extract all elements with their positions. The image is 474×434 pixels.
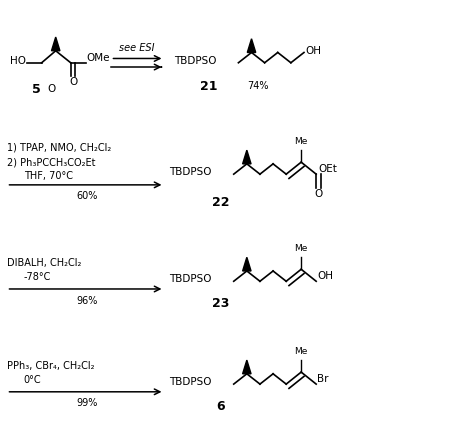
Text: TBDPSO: TBDPSO [169,274,211,284]
Text: OEt: OEt [319,164,337,174]
Text: O: O [69,77,77,87]
Text: 23: 23 [212,297,229,310]
Text: HO: HO [10,56,26,66]
Text: Br: Br [317,374,328,384]
Text: PPh₃, CBr₄, CH₂Cl₂: PPh₃, CBr₄, CH₂Cl₂ [7,361,94,371]
Polygon shape [52,37,60,51]
Text: OH: OH [305,46,321,56]
Text: see ESI: see ESI [119,43,155,53]
Text: 21: 21 [200,80,218,93]
Text: O: O [47,84,55,94]
Text: Me: Me [294,347,308,356]
Text: O: O [314,189,323,199]
Text: TBDPSO: TBDPSO [174,56,216,66]
Text: TBDPSO: TBDPSO [169,377,211,387]
Polygon shape [243,360,251,374]
Text: 96%: 96% [76,296,98,306]
Text: OMe: OMe [86,53,109,62]
Text: THF, 70°C: THF, 70°C [24,171,73,181]
Text: -78°C: -78°C [24,272,51,282]
Text: 22: 22 [212,195,229,208]
Text: 60%: 60% [76,191,98,201]
Text: OH: OH [317,271,333,281]
Text: Me: Me [294,244,308,253]
Text: TBDPSO: TBDPSO [169,167,211,177]
Text: 0°C: 0°C [24,375,42,385]
Polygon shape [247,39,256,53]
Text: 2) Ph₃PCCH₃CO₂Et: 2) Ph₃PCCH₃CO₂Et [7,157,95,167]
Text: 5: 5 [32,83,41,96]
Polygon shape [243,257,251,271]
Text: 99%: 99% [76,398,98,408]
Text: 6: 6 [216,400,225,413]
Text: 74%: 74% [247,81,269,91]
Polygon shape [243,150,251,164]
Text: DIBALH, CH₂Cl₂: DIBALH, CH₂Cl₂ [7,258,81,268]
Text: 1) TPAP, NMO, CH₂Cl₂: 1) TPAP, NMO, CH₂Cl₂ [7,143,111,153]
Text: Me: Me [294,137,308,146]
